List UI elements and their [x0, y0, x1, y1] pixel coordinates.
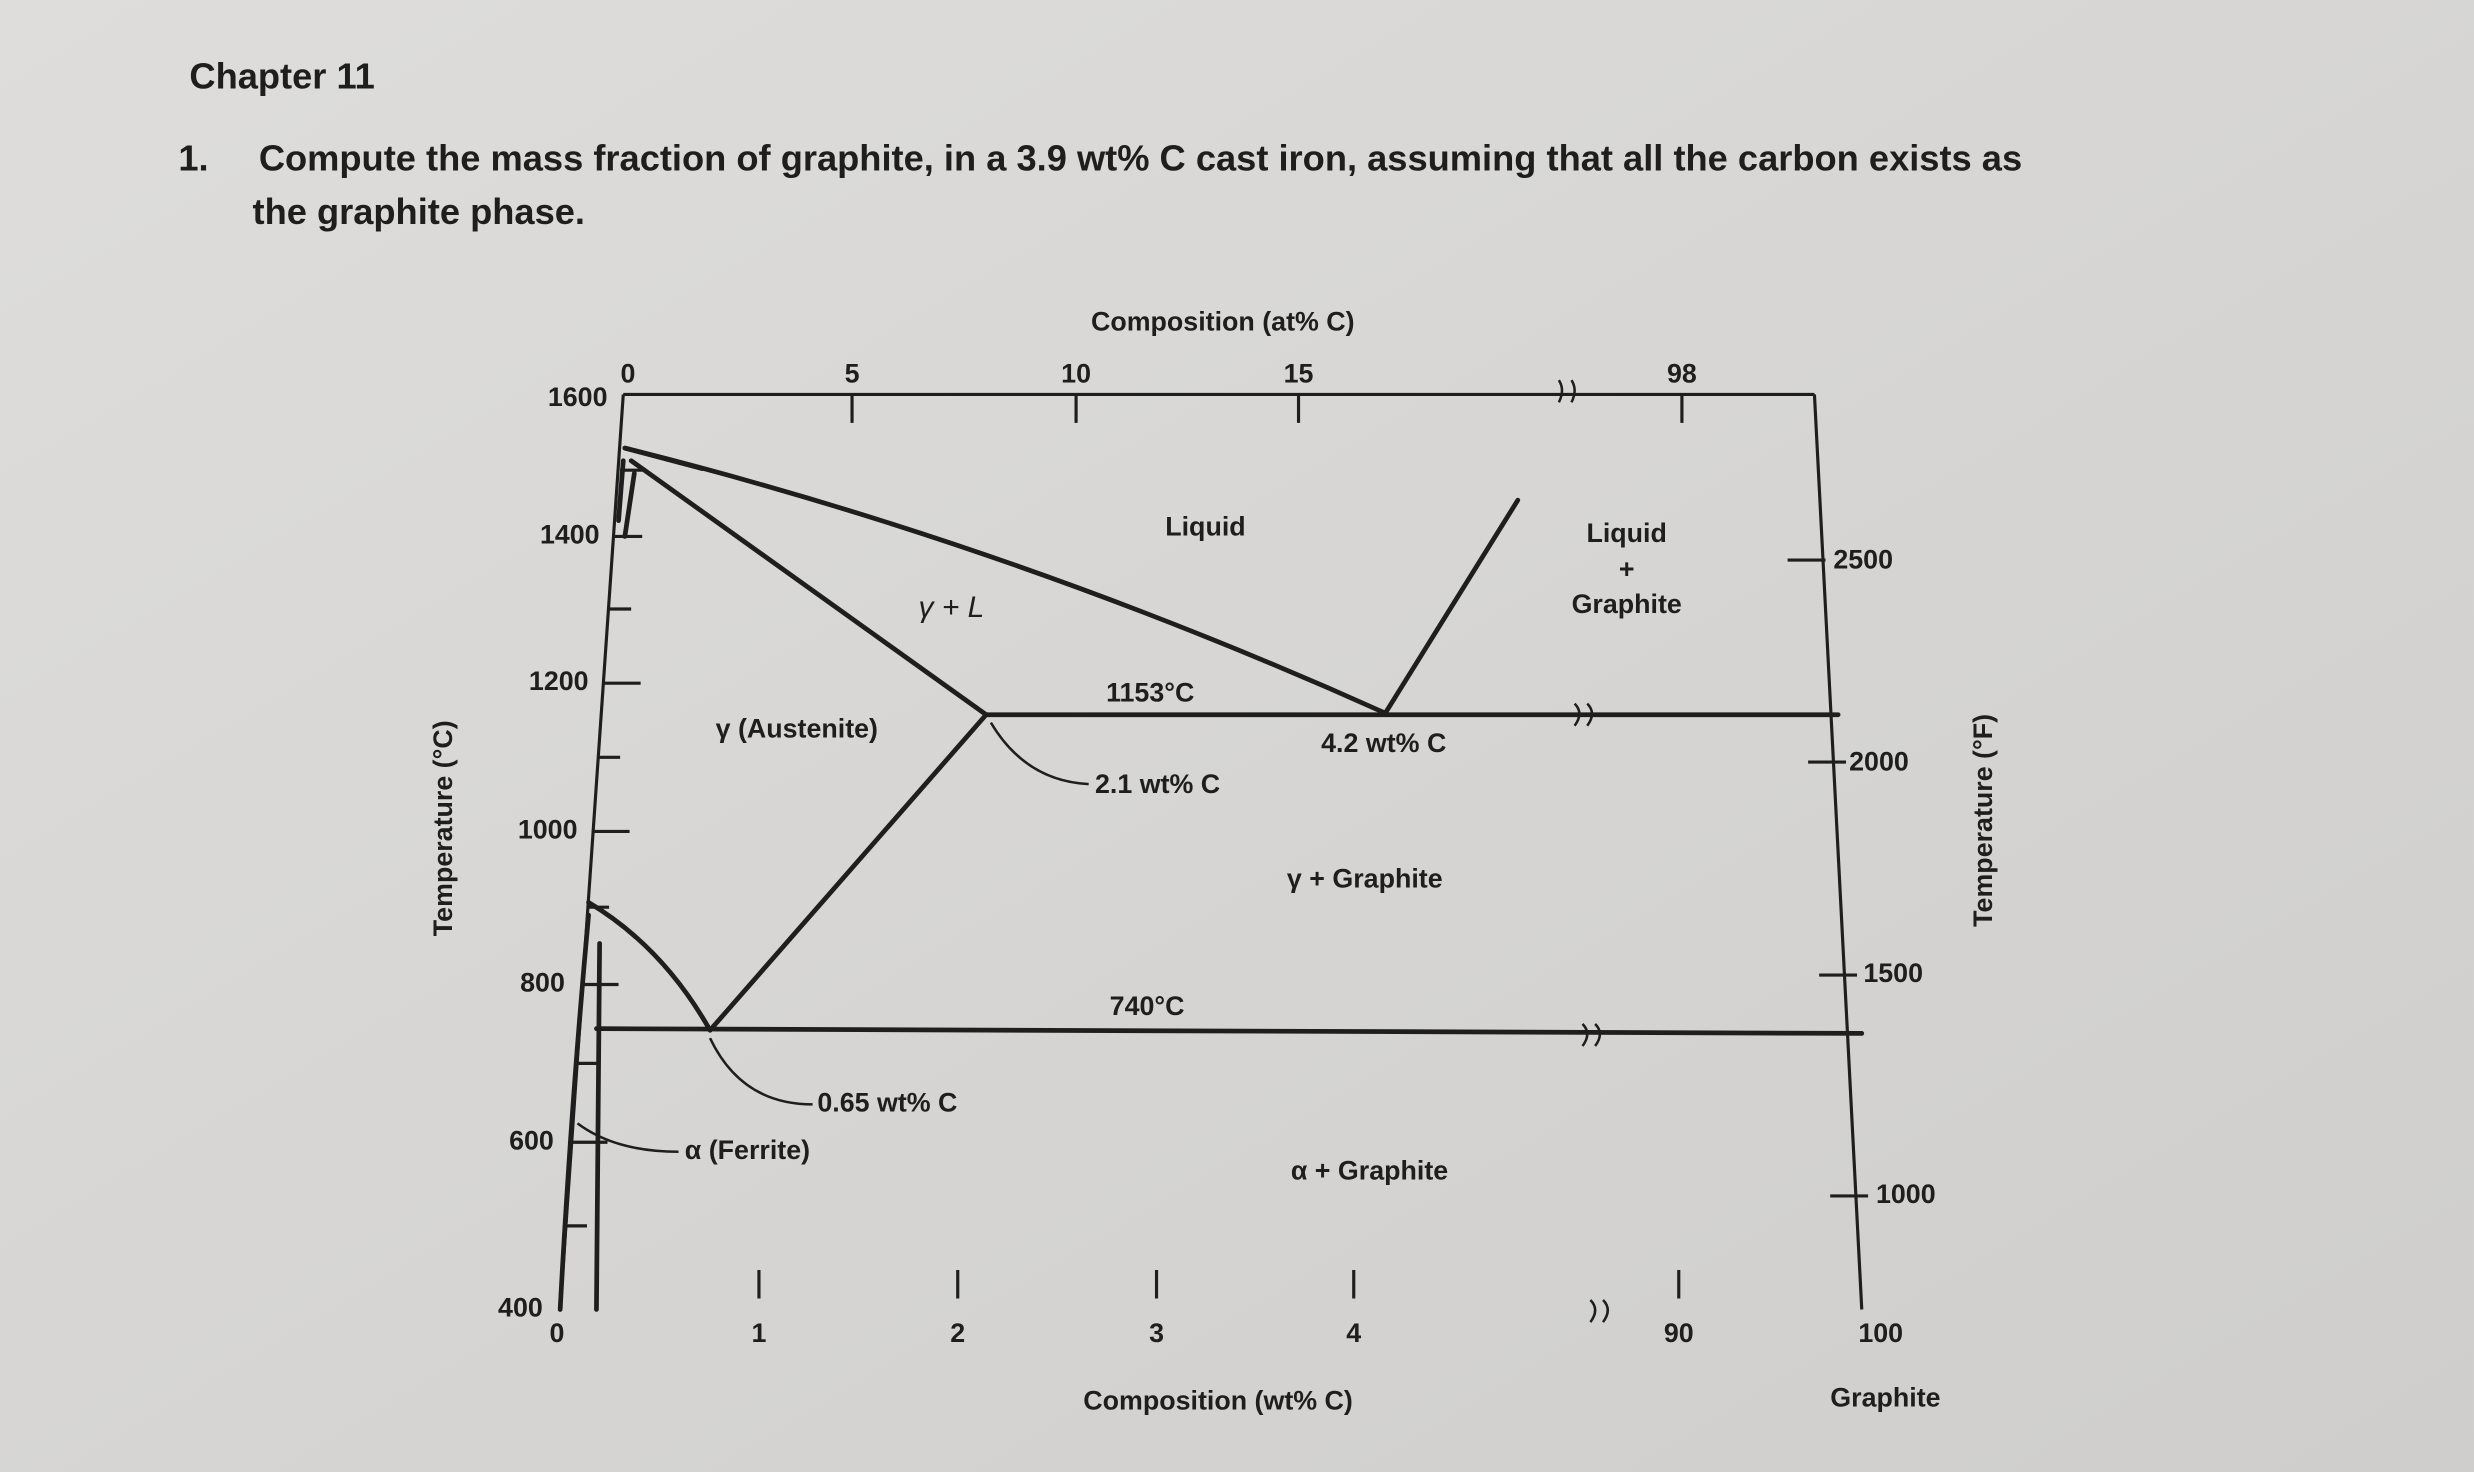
region-label: Graphite — [1572, 589, 1682, 619]
region-label: α + Graphite — [1291, 1155, 1448, 1185]
bottom-tick-label: 90 — [1664, 1318, 1694, 1348]
top-tick-label: 15 — [1284, 359, 1314, 389]
question-line: the graphite phase. — [253, 191, 585, 232]
liquidus — [622, 445, 1521, 717]
region-label: γ (Austenite) — [716, 714, 878, 744]
bottom-tick-label: 4 — [1346, 1318, 1361, 1348]
ferrite-boundary — [586, 900, 713, 1033]
austenite-boundary — [628, 458, 990, 1033]
right-tick-label: 2500 — [1833, 545, 1893, 575]
eutectoid-line — [594, 1026, 1865, 1036]
right-tick-label: 2000 — [1849, 747, 1909, 777]
bottom-tick-label: 0 — [550, 1318, 565, 1348]
chapter-title: Chapter 11 — [189, 55, 374, 96]
region-label: γ + Graphite — [1287, 863, 1443, 893]
left-tick-label: 600 — [509, 1125, 554, 1155]
peritectic — [616, 445, 705, 539]
right-ticks — [1787, 558, 1869, 1198]
region-label: 0.65 wt% C — [817, 1087, 957, 1117]
left-tick-label: 400 — [498, 1293, 543, 1323]
bottom-tick-label: 3 — [1149, 1318, 1164, 1348]
region-label: 740°C — [1110, 991, 1185, 1021]
top-tick-label: 98 — [1667, 359, 1697, 389]
arrows — [576, 721, 1089, 1153]
bottom-end-label: Graphite — [1830, 1383, 1940, 1413]
right-axis-title: Temperature (°F) — [1968, 714, 1998, 927]
left-tick-label: 1400 — [540, 519, 600, 549]
region-label: 1153°C — [1106, 677, 1194, 707]
bottom-tick-label: 1 — [751, 1318, 766, 1348]
right-tick-label: 1000 — [1876, 1179, 1936, 1209]
top-axis-title: Composition (at% C) — [1091, 307, 1355, 337]
region-label: 4.2 wt% C — [1321, 728, 1446, 758]
right-tick-label: 1500 — [1863, 958, 1923, 988]
region-label: 2.1 wt% C — [1095, 769, 1220, 799]
axis-breaks — [1557, 379, 1610, 1323]
region-label: Liquid — [1586, 518, 1666, 548]
phase-diagram: Composition (at% C) 0 5 10 15 98 1600 14… — [428, 307, 1998, 1416]
top-tick-label: 10 — [1061, 359, 1091, 389]
bottom-tick-label: 100 — [1858, 1318, 1903, 1348]
region-label: + — [1619, 554, 1635, 584]
bottom-axis-title: Composition (wt% C) — [1083, 1386, 1353, 1416]
left-tick-label: 1000 — [518, 815, 578, 845]
top-tick-label: 5 — [845, 359, 860, 389]
top-ticks — [850, 394, 1684, 423]
left-axis-title: Temperature (°C) — [428, 720, 458, 936]
region-label: α (Ferrite) — [685, 1135, 810, 1165]
question-line: Compute the mass fraction of graphite, i… — [259, 138, 2022, 179]
region-label: Liquid — [1165, 512, 1245, 542]
region-label: γ + L — [919, 591, 985, 624]
top-tick-label: 0 — [621, 359, 636, 389]
question-number: 1. — [178, 138, 208, 179]
bottom-ticks — [757, 1270, 1681, 1299]
bottom-tick-label: 2 — [950, 1318, 965, 1348]
ferrite-solvus — [557, 912, 602, 1312]
left-tick-label: 800 — [520, 968, 565, 998]
left-tick-label: 1200 — [529, 666, 589, 696]
left-tick-label: 1600 — [548, 382, 608, 412]
